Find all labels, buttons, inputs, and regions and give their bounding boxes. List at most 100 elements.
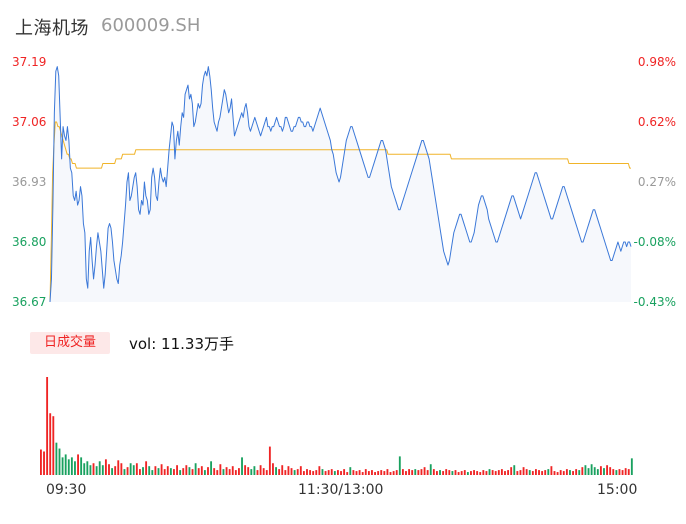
- volume-bar: [200, 466, 203, 475]
- volume-bar: [596, 469, 599, 475]
- volume-bar: [256, 470, 259, 475]
- volume-bar: [142, 467, 144, 475]
- volume-bar: [265, 470, 268, 475]
- volume-bar: [612, 469, 615, 475]
- volume-bar: [228, 469, 231, 475]
- volume-bar: [46, 377, 49, 475]
- volume-bar: [423, 467, 426, 475]
- price-tick-label: 37.06: [12, 115, 47, 129]
- volume-bar: [222, 469, 225, 475]
- volume-bar: [98, 461, 101, 475]
- volume-bar: [405, 471, 407, 475]
- volume-bar: [176, 465, 178, 475]
- volume-bar: [466, 472, 469, 475]
- volume-bar: [367, 471, 370, 475]
- volume-bar: [414, 469, 417, 475]
- volume-bar: [510, 467, 513, 475]
- volume-bar: [290, 468, 293, 475]
- volume-bar: [460, 471, 463, 475]
- volume-bar: [343, 469, 346, 475]
- volume-bar: [173, 469, 175, 475]
- volume-bar: [299, 466, 302, 475]
- volume-bar: [182, 468, 185, 475]
- time-tick-label: 15:00: [597, 482, 638, 498]
- volume-bar: [309, 470, 312, 475]
- volume-bar: [259, 465, 262, 475]
- volume-bar: [169, 468, 172, 475]
- volume-bar: [70, 457, 73, 475]
- volume-bar: [436, 471, 438, 475]
- volume-bar: [377, 471, 380, 475]
- volume-bar: [624, 468, 627, 475]
- volume-bar: [293, 470, 296, 475]
- volume-bar: [315, 470, 318, 475]
- volume-bar: [306, 469, 308, 475]
- volume-bar: [541, 471, 544, 475]
- volume-bar: [61, 457, 64, 475]
- volume-bar: [448, 470, 451, 475]
- volume-bar: [117, 460, 120, 475]
- volume-bar: [538, 470, 540, 475]
- volume-bar: [457, 472, 460, 475]
- volume-bar: [485, 471, 488, 475]
- volume-bar: [488, 469, 491, 475]
- volume-bar: [324, 471, 327, 475]
- volume-bar: [355, 471, 358, 475]
- volume-bar: [562, 471, 565, 475]
- volume-bar: [154, 466, 157, 475]
- percent-tick-label: 0.27%: [637, 175, 676, 189]
- volume-bar: [494, 471, 497, 475]
- volume-bar: [497, 470, 500, 475]
- volume-bar: [507, 470, 510, 475]
- volume-bar: [401, 469, 404, 475]
- volume-bar: [302, 471, 305, 475]
- volume-bar: [340, 471, 342, 475]
- volume-bar: [535, 469, 537, 475]
- volume-bar: [547, 469, 550, 475]
- volume-bar: [312, 471, 315, 475]
- volume-bar: [352, 470, 355, 475]
- volume-bar: [581, 467, 584, 475]
- volume-bar: [606, 465, 609, 475]
- volume-bar: [615, 470, 618, 475]
- time-tick-label: 11:30/13:00: [298, 482, 384, 498]
- volume-bar: [482, 470, 485, 475]
- volume-bar: [213, 468, 216, 475]
- volume-bar: [52, 416, 55, 475]
- volume-bar: [92, 463, 95, 475]
- volume-bar: [630, 458, 633, 475]
- volume-bar: [321, 469, 324, 475]
- volume-bar: [275, 467, 277, 475]
- volume-bar: [225, 467, 228, 475]
- volume-bar: [476, 471, 479, 475]
- volume-bar: [247, 467, 250, 475]
- volume-bar: [120, 463, 123, 475]
- volume-bar: [627, 469, 630, 475]
- volume-bar: [210, 461, 213, 475]
- daily-volume-tag[interactable]: 日成交量: [30, 332, 110, 354]
- volume-bar: [197, 468, 200, 475]
- volume-bar: [349, 467, 352, 475]
- volume-bar: [191, 469, 194, 475]
- volume-bar: [58, 448, 61, 475]
- volume-bar: [374, 472, 376, 475]
- volume-bar: [429, 464, 432, 475]
- price-tick-label: 36.80: [12, 235, 47, 249]
- volume-bar: [40, 449, 42, 475]
- volume-bar: [284, 470, 287, 475]
- volume-bar: [231, 466, 234, 475]
- volume-bar: [609, 467, 612, 475]
- volume-bar: [129, 463, 132, 475]
- volume-bar: [439, 470, 441, 475]
- volume-bar: [333, 471, 336, 475]
- volume-bar: [358, 470, 361, 475]
- volume-bar: [163, 469, 166, 475]
- percent-tick-label: -0.43%: [633, 295, 676, 309]
- volume-bar: [371, 470, 373, 475]
- volume-bar: [451, 471, 454, 475]
- volume-bar: [618, 469, 621, 475]
- volume-bar: [135, 463, 138, 475]
- volume-bar: [599, 466, 602, 475]
- volume-bar: [445, 469, 448, 475]
